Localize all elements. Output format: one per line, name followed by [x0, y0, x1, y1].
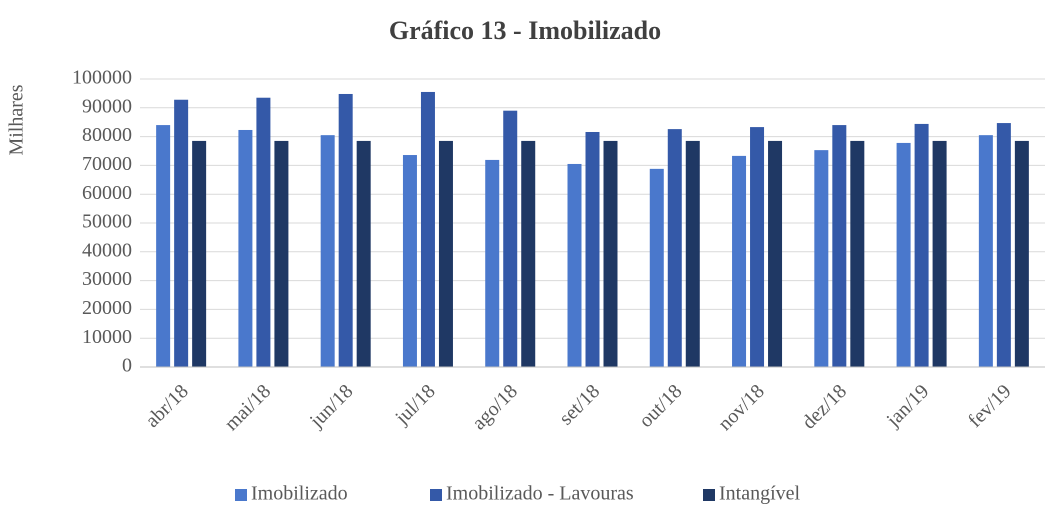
bar [567, 163, 582, 367]
bar [814, 150, 829, 367]
bar [685, 140, 700, 367]
bar [438, 140, 453, 367]
y-tick-label: 40000 [82, 239, 132, 261]
chart-title: Gráfico 13 - Imobilizado [389, 16, 661, 45]
bar [978, 135, 993, 367]
bar [768, 140, 783, 367]
bar [503, 110, 518, 368]
bar [914, 123, 929, 367]
bar [1014, 140, 1029, 367]
y-tick-label: 0 [122, 355, 132, 377]
bar [649, 168, 664, 367]
legend-swatch [235, 489, 247, 501]
bar [603, 140, 618, 367]
bar [174, 99, 189, 368]
bar [420, 91, 435, 368]
legend-label: Imobilizado [251, 483, 348, 505]
bar [485, 159, 500, 367]
bar [932, 140, 947, 367]
y-tick-label: 20000 [82, 297, 132, 319]
bar [320, 135, 335, 367]
legend-label: Imobilizado - Lavouras [446, 483, 634, 505]
bar [732, 155, 747, 367]
bar [238, 129, 253, 367]
legend-swatch [703, 489, 715, 501]
y-tick-label: 50000 [82, 211, 132, 233]
x-tick-label: abr/18 [141, 380, 193, 432]
x-tick-label: fev/19 [964, 380, 1016, 432]
bar [996, 123, 1011, 368]
legend-swatch [430, 489, 442, 501]
bar [338, 93, 353, 367]
bar [585, 131, 600, 367]
x-tick-label: jan/19 [882, 380, 934, 432]
bar [850, 140, 865, 367]
x-tick-label: ago/18 [468, 380, 522, 434]
x-tick-label: mai/18 [220, 380, 275, 435]
bar [521, 140, 536, 367]
bar [274, 140, 289, 367]
y-tick-label: 60000 [82, 182, 132, 204]
x-tick-label: dez/18 [798, 380, 851, 433]
legend-label: Intangível [719, 483, 801, 505]
y-tick-label: 90000 [82, 95, 132, 117]
bar [750, 127, 765, 367]
x-tick-label: set/18 [555, 380, 604, 429]
bar [356, 140, 371, 367]
y-tick-label: 100000 [72, 67, 132, 89]
bar [402, 155, 417, 367]
x-tick-label: jun/18 [305, 380, 357, 432]
bar [192, 140, 207, 367]
y-tick-label: 10000 [82, 326, 132, 348]
y-tick-label: 30000 [82, 268, 132, 290]
x-tick-label: out/18 [635, 380, 687, 432]
bar [832, 125, 847, 367]
x-tick-label: nov/18 [714, 380, 769, 435]
bar [256, 97, 271, 367]
x-tick-label: jul/18 [390, 380, 439, 429]
y-tick-label: 70000 [82, 153, 132, 175]
bar [667, 129, 682, 367]
bar [156, 125, 171, 367]
bar [896, 142, 911, 367]
y-axis-label: Milhares [6, 84, 28, 155]
y-tick-label: 80000 [82, 124, 132, 146]
